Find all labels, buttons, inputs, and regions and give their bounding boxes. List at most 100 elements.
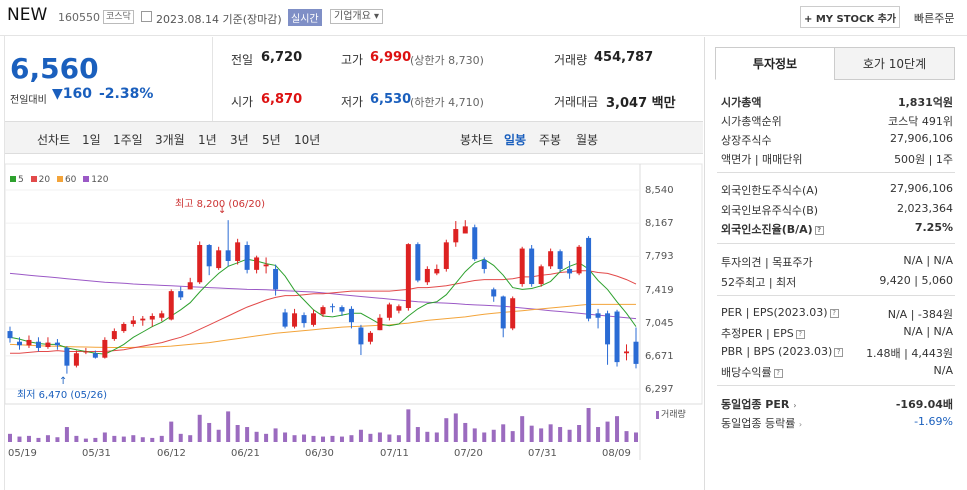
tab-daily[interactable]: 일봉 [504,133,527,147]
volume-bar [444,418,449,442]
volume-bar [406,409,411,442]
volume-bar [482,432,487,442]
volume-bar [8,433,12,442]
foreign-ratio-label: 외국인소진율(B/A) [721,223,813,236]
high-label: 고가 [341,53,364,67]
help-icon[interactable]: ? [795,329,805,339]
volume-bar [453,413,458,442]
volume-bar [112,435,117,442]
w52-row: 52주최고 | 최저 9,420 | 5,060 [721,274,953,290]
change-value: 160 [62,86,93,102]
candle-body [254,257,260,270]
chevron-down-icon: ▾ [374,11,380,22]
ma20-line [10,270,637,354]
div-row: 배당수익률? N/A [721,364,953,380]
candle-body [386,304,392,318]
candle-body [396,306,402,311]
volume-bar [226,411,231,442]
legend-swatch-60 [56,176,63,182]
industry-rate-row[interactable]: 동일업종 등락률 › -1.69% [721,415,953,431]
current-price: 6,560 [10,52,99,85]
volume-bar [415,427,420,442]
candle-body [54,342,60,346]
foreign-hold-label: 외국인보유주식수(B) [721,204,819,217]
industry-per-row[interactable]: 동일업종 PER › -169.04배 [721,396,953,412]
volume-value: 454,787 [594,50,654,65]
tab-3m[interactable]: 3개월 [155,133,185,147]
candle-body [35,341,41,348]
tab-3y[interactable]: 3년 [230,133,249,147]
opinion-row: 투자의견 | 목표주가 N/A | N/A [721,254,953,270]
candle-body [159,313,165,318]
base-date: 2023.08.14 기준(장마감) [156,13,282,26]
candle-body [7,331,13,339]
volume-label-text: 거래량 [661,410,686,420]
pbr-row: PBR | BPS (2023.03)? 1.48배 | 4,443원 [721,345,953,360]
help-icon[interactable]: ? [773,368,783,378]
tab-10y[interactable]: 10년 [294,133,321,147]
volume-bar [254,431,259,442]
candle-body [329,306,335,308]
candle-body [83,351,89,353]
candle-body [216,250,222,269]
candle-body [377,317,383,331]
open-label: 시가 [231,95,254,109]
shares-row: 상장주식수 27,906,106 [721,132,953,148]
candle-body [168,291,174,320]
company-overview-dropdown[interactable]: 기업개요 ▾ [330,9,384,24]
candle-body [434,268,440,274]
help-icon[interactable]: ? [814,225,824,235]
div-label: 배당수익률 [721,366,772,379]
quick-order-button[interactable]: 빠른주문 [914,12,955,25]
realtime-button[interactable]: 실시간 [288,9,322,26]
per-label: PER | EPS(2023.03) [721,306,828,319]
eper-label: 추정PER | EPS [721,327,794,340]
ma5-line [9,258,637,355]
volume-bar [273,428,278,442]
volume-bar [387,434,392,442]
candle-body [130,320,136,324]
volume-bar [235,425,240,442]
foreign-ratio-row: 외국인소진율(B/A)? 7.25% [721,221,953,237]
tab-1y[interactable]: 1년 [198,133,217,147]
tab-5y[interactable]: 5년 [262,133,281,147]
left-border [0,36,5,490]
help-icon[interactable]: ? [834,347,844,357]
volume-bar [377,432,382,442]
chart-frame [4,163,703,405]
legend-20: 20 [38,175,51,185]
x-tick: 06/30 [305,448,334,459]
mcap-label: 시가총액 [721,96,762,109]
volume-bar [634,432,638,442]
tab-1d[interactable]: 1일 [82,133,101,147]
help-icon[interactable]: ? [829,308,839,318]
calendar-icon [141,11,152,22]
volume-bar [396,435,401,442]
volume-bar [624,431,629,442]
tab-1w[interactable]: 1주일 [113,133,143,147]
volume-bar [330,435,335,442]
tab-invest-info[interactable]: 투자정보 [715,47,835,80]
tab-orderbook[interactable]: 호가 10단계 [834,47,955,80]
volume-bar [605,421,610,442]
volume-label: 거래량 [656,407,686,420]
face-row: 액면가 | 매매단위 500원 | 1주 [721,151,953,167]
candle-body [244,245,250,270]
tab-monthly[interactable]: 월봉 [576,133,599,147]
volume-bar [55,437,60,442]
upper-limit: (상한가 8,730) [410,54,484,67]
volume-bar [178,433,183,442]
tab-weekly[interactable]: 주봉 [539,133,562,147]
stock-name: NEW [7,5,48,25]
volume-bar [140,437,145,442]
amount-label: 거래대금 [554,95,599,109]
volume-bar [93,437,98,442]
candle-body [367,332,373,342]
volume-bar [169,421,174,442]
y-tick: 7,419 [645,285,674,296]
candle-body [453,229,459,243]
low-annotation: 최저 6,470 (05/26) [17,390,108,401]
candle-body [595,313,601,318]
mystock-add-button[interactable]: + MY STOCK 추가 [800,6,900,28]
candle-body [292,313,298,327]
